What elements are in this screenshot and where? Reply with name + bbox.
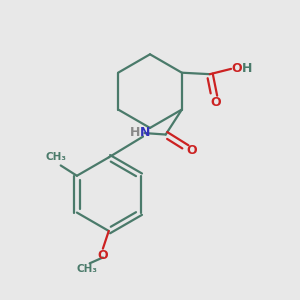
Text: O: O: [187, 144, 197, 157]
Text: H: H: [242, 62, 252, 75]
Text: O: O: [210, 96, 221, 109]
Text: CH₃: CH₃: [46, 152, 67, 162]
Text: CH₃: CH₃: [76, 264, 97, 274]
Text: O: O: [231, 62, 242, 75]
Text: H: H: [130, 126, 140, 139]
Text: N: N: [140, 126, 150, 139]
Text: O: O: [97, 249, 108, 262]
